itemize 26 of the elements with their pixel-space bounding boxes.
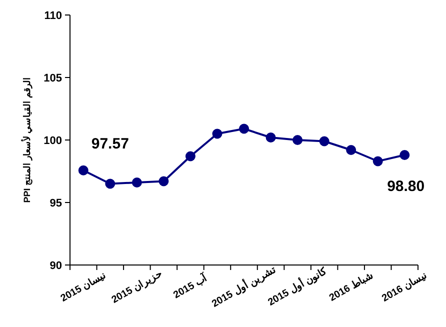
annotation: 98.80: [387, 178, 425, 195]
y-tick-label: 110: [44, 10, 62, 22]
point: [239, 124, 249, 134]
point: [212, 128, 222, 139]
point: [372, 156, 383, 166]
point: [78, 165, 88, 176]
y-tick-label: 105: [44, 72, 62, 84]
y-tick-label: 95: [50, 198, 62, 210]
point: [319, 136, 330, 146]
point: [132, 178, 142, 188]
point: [400, 150, 410, 160]
point: [266, 132, 276, 142]
y-tick-label: 100: [44, 135, 62, 147]
point: [346, 145, 356, 155]
x-tick-label: نيسان 2016: [380, 270, 430, 304]
x-tick-label: حزيران 2015: [110, 268, 164, 306]
point: [185, 151, 196, 162]
point: [158, 176, 169, 186]
x-tick-label: شباط 2016: [328, 270, 375, 304]
point: [292, 135, 303, 145]
x-tick-label: آب 2015: [170, 270, 210, 302]
y-axis-title: الرقم القياسي لأسعار المنتج PPI: [21, 77, 33, 203]
annotation: 97.57: [91, 135, 129, 152]
x-tick-label: نيسان 2015: [59, 270, 108, 304]
point: [105, 178, 116, 189]
y-tick-label: 90: [50, 260, 62, 272]
